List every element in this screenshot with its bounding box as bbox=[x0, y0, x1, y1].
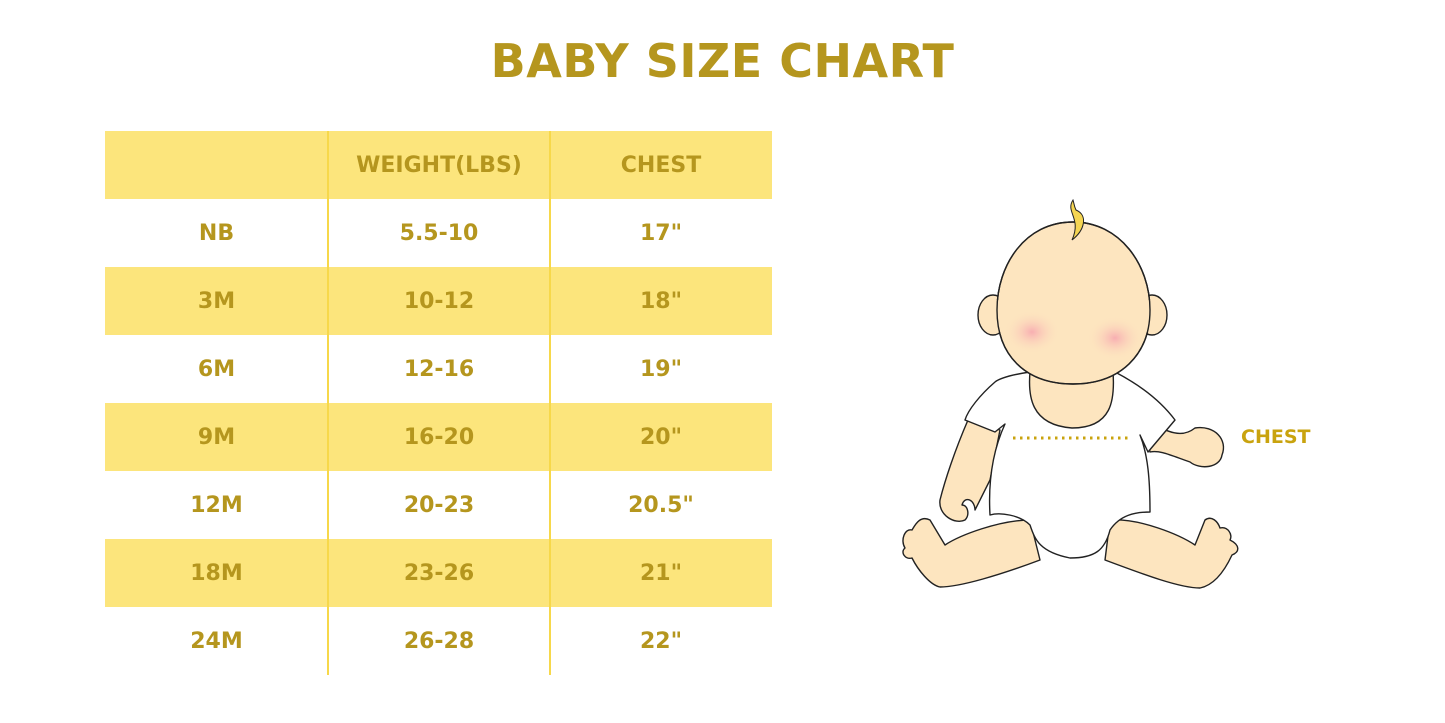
weight-cell: 16-20 bbox=[403, 424, 475, 450]
table-row: 3M 10-12 18" bbox=[105, 267, 772, 335]
table-row: 9M 16-20 20" bbox=[105, 403, 772, 471]
weight-cell: 26-28 bbox=[403, 628, 475, 654]
chest-cell: 20.5" bbox=[628, 492, 694, 518]
size-table: WEIGHT(LBS) CHEST NB 5.5-10 17" 3M 10-12… bbox=[105, 131, 772, 675]
column-divider bbox=[327, 131, 329, 675]
chest-label: CHEST bbox=[1241, 426, 1311, 448]
size-cell: 18M bbox=[190, 560, 243, 586]
chest-cell: 19" bbox=[639, 356, 683, 382]
weight-cell: 20-23 bbox=[403, 492, 475, 518]
header-cell: CHEST bbox=[620, 152, 702, 178]
table-row: 18M 23-26 21" bbox=[105, 539, 772, 607]
chest-cell: 18" bbox=[639, 288, 683, 314]
column-divider bbox=[549, 131, 551, 675]
cheek-right bbox=[1087, 316, 1143, 360]
size-cell: 9M bbox=[197, 424, 236, 450]
table-row: 24M 26-28 22" bbox=[105, 607, 772, 675]
chest-cell: 22" bbox=[639, 628, 683, 654]
weight-cell: 12-16 bbox=[403, 356, 475, 382]
size-cell: 6M bbox=[197, 356, 236, 382]
table-row: NB 5.5-10 17" bbox=[105, 199, 772, 267]
header-cell: WEIGHT(LBS) bbox=[356, 152, 522, 178]
chest-cell: 21" bbox=[639, 560, 683, 586]
page-title: BABY SIZE CHART bbox=[490, 34, 955, 88]
size-cell: 24M bbox=[190, 628, 243, 654]
cheek-left bbox=[1004, 310, 1060, 354]
table-row: 12M 20-23 20.5" bbox=[105, 471, 772, 539]
weight-cell: 10-12 bbox=[403, 288, 475, 314]
table-row: 6M 12-16 19" bbox=[105, 335, 772, 403]
size-cell: 3M bbox=[197, 288, 236, 314]
weight-cell: 5.5-10 bbox=[399, 220, 479, 246]
hair-tuft bbox=[1070, 198, 1084, 241]
chest-cell: 17" bbox=[639, 220, 683, 246]
chest-cell: 20" bbox=[639, 424, 683, 450]
table-header-row: WEIGHT(LBS) CHEST bbox=[105, 131, 772, 199]
size-cell: 12M bbox=[190, 492, 243, 518]
size-cell: NB bbox=[198, 220, 235, 246]
weight-cell: 23-26 bbox=[403, 560, 475, 586]
